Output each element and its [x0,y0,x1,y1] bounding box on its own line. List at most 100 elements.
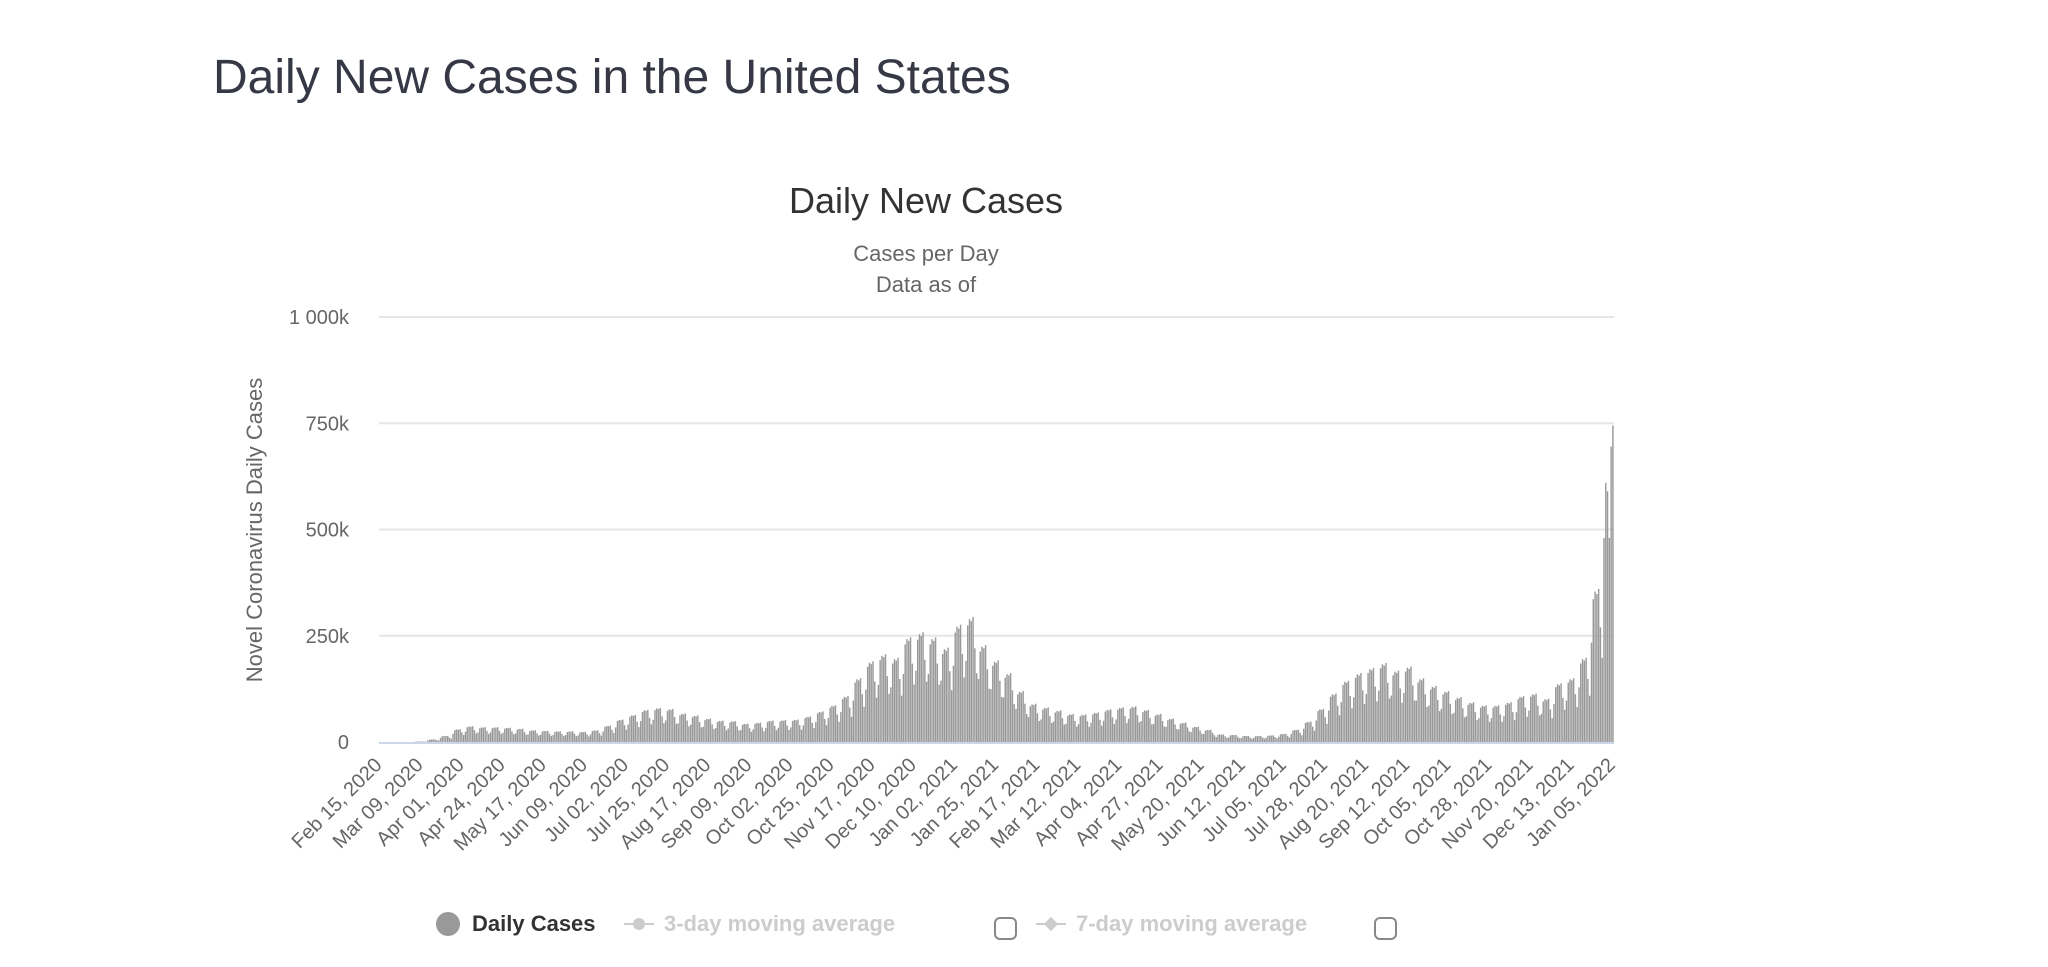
bar[interactable] [1390,695,1393,742]
bar[interactable] [1601,657,1603,742]
bar[interactable] [1365,693,1368,742]
bar[interactable] [634,714,637,742]
bar[interactable] [1612,425,1614,743]
bar[interactable] [1008,675,1010,742]
bar[interactable] [836,714,838,742]
bar[interactable] [750,731,753,742]
bar[interactable] [570,731,572,742]
bar[interactable] [1211,732,1214,742]
bar[interactable] [1360,673,1362,742]
bar[interactable] [1406,667,1409,742]
bar[interactable] [859,678,862,742]
bar[interactable] [572,731,574,742]
bar[interactable] [1138,722,1141,742]
bar[interactable] [825,725,828,742]
bar[interactable] [1202,734,1205,742]
bar[interactable] [589,734,592,742]
bar[interactable] [1547,698,1550,742]
bar[interactable] [890,687,892,742]
bar[interactable] [1392,675,1394,742]
bar[interactable] [1201,733,1203,742]
bar[interactable] [1152,723,1155,742]
bar[interactable] [1483,706,1485,743]
bar[interactable] [773,725,776,742]
bar[interactable] [992,665,994,742]
bar[interactable] [441,736,443,742]
bar[interactable] [657,708,660,742]
bar[interactable] [981,646,983,742]
bar[interactable] [1151,724,1153,742]
bar[interactable] [1056,710,1058,742]
bar[interactable] [1433,687,1435,742]
bar[interactable] [790,727,792,742]
bar[interactable] [479,728,481,742]
bar[interactable] [1009,673,1012,742]
bar[interactable] [507,728,510,742]
bar[interactable] [1183,723,1185,742]
bar[interactable] [659,707,662,742]
bar[interactable] [429,739,431,742]
bar[interactable] [1567,682,1569,743]
bar[interactable] [1006,674,1008,742]
bar[interactable] [1517,699,1519,742]
bar[interactable] [1594,591,1596,742]
bar[interactable] [622,719,624,742]
bar[interactable] [1578,687,1580,742]
bar[interactable] [545,731,547,742]
bar[interactable] [908,640,910,742]
bar[interactable] [1317,711,1319,742]
bar[interactable] [1251,738,1253,742]
bar[interactable] [984,645,987,742]
bar[interactable] [457,729,460,742]
bar[interactable] [1451,713,1453,742]
bar[interactable] [1571,680,1573,743]
bar[interactable] [1492,707,1494,742]
bar[interactable] [943,649,946,742]
bar[interactable] [931,639,933,742]
bar[interactable] [1588,695,1591,742]
bar[interactable] [856,679,858,742]
bar[interactable] [509,727,511,742]
bar[interactable] [918,634,921,742]
bar[interactable] [452,733,454,742]
bar[interactable] [895,660,897,742]
bar[interactable] [445,736,447,742]
bar[interactable] [988,688,990,742]
bar[interactable] [436,740,438,742]
bar[interactable] [959,624,962,742]
bar[interactable] [1306,721,1309,742]
bar[interactable] [963,677,965,742]
bar[interactable] [684,713,687,742]
bar[interactable] [1417,682,1419,743]
bar[interactable] [670,709,672,742]
bar[interactable] [1456,697,1459,742]
bar[interactable] [1581,659,1584,742]
bar[interactable] [975,673,978,742]
bar[interactable] [807,717,810,742]
bar[interactable] [418,741,420,743]
bar[interactable] [482,727,485,742]
bar[interactable] [1258,736,1260,742]
bar[interactable] [1367,672,1369,742]
bar[interactable] [1034,703,1037,742]
bar[interactable] [952,665,955,742]
bar[interactable] [627,724,629,742]
bar[interactable] [1231,734,1233,742]
bar[interactable] [893,659,896,742]
bar[interactable] [933,640,935,742]
bar[interactable] [756,722,758,742]
bar[interactable] [902,674,905,742]
bar[interactable] [861,694,863,742]
bar[interactable] [925,681,928,742]
bar[interactable] [1118,707,1121,742]
bar[interactable] [618,719,620,742]
bar[interactable] [496,727,499,742]
bar[interactable] [1172,718,1174,742]
bar[interactable] [850,716,853,742]
bar[interactable] [1081,714,1083,742]
bar[interactable] [1024,703,1026,742]
bar[interactable] [1467,704,1469,742]
bar[interactable] [1136,715,1139,742]
bar[interactable] [1163,726,1166,742]
bar[interactable] [1294,729,1296,742]
